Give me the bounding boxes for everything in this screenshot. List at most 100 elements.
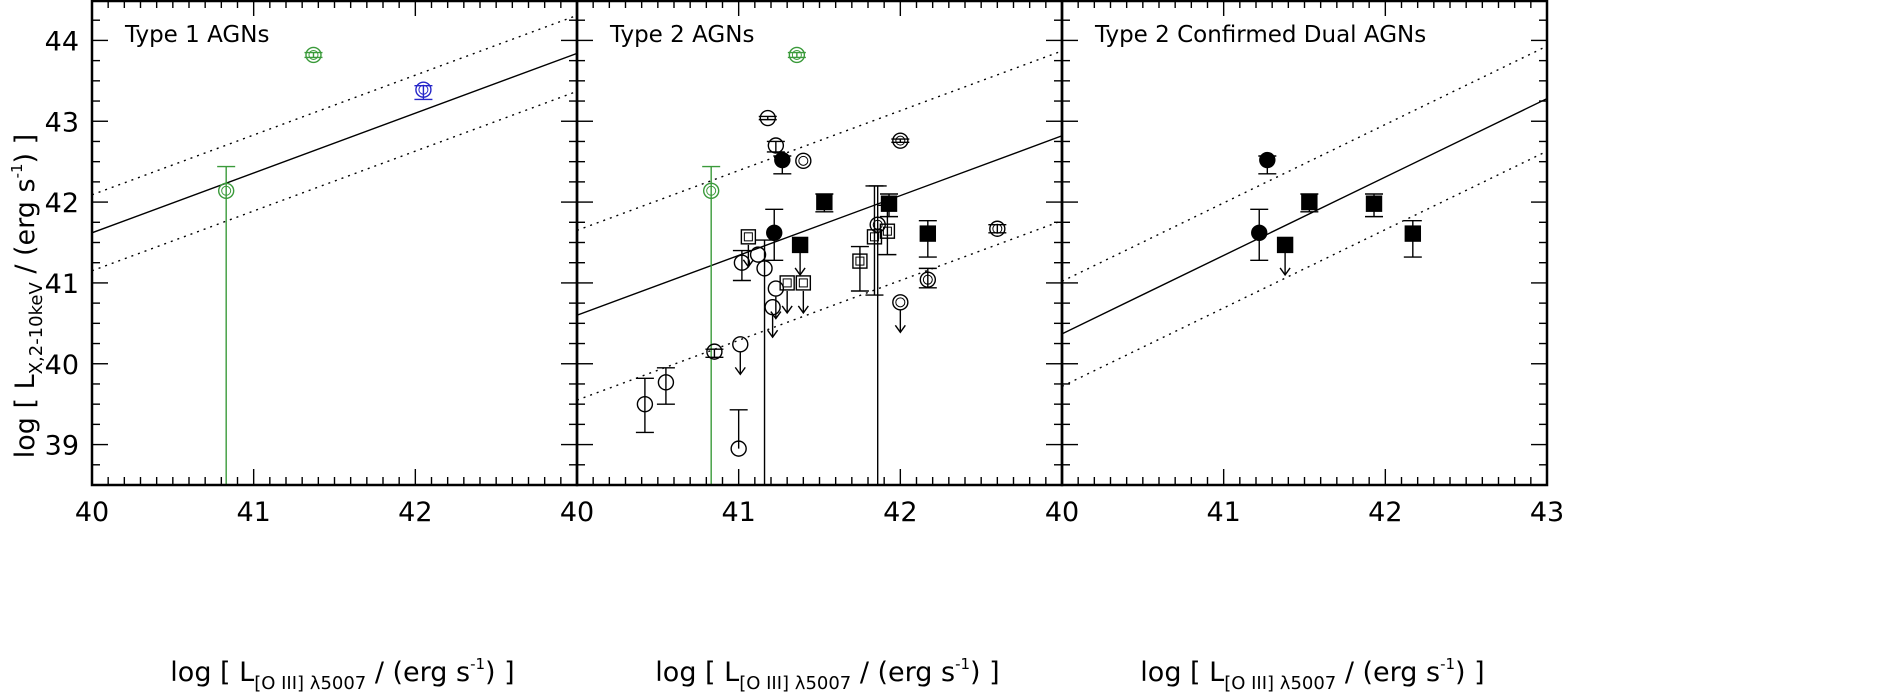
data-point (217, 165, 236, 485)
x-tick-label: 42 (883, 497, 917, 528)
best-fit-line (1062, 97, 1547, 335)
marker-filled-square (1404, 225, 1422, 242)
marker-filled-square (1365, 195, 1383, 212)
panel-2: Type 2 AGNs 40 41 42 (560, 0, 1064, 528)
marker-inner-circle (798, 155, 809, 166)
marker-open-circle (730, 440, 747, 457)
marker-open-circle (756, 260, 773, 277)
marker-inner-circle (418, 84, 429, 95)
marker-open-square (779, 275, 795, 291)
data-point (868, 185, 887, 485)
marker-inner-circle (922, 274, 933, 285)
x-tick-label: 40 (1045, 497, 1079, 528)
marker-filled-square (1276, 236, 1294, 254)
data-point (740, 229, 757, 269)
data-point (749, 246, 767, 263)
data-point (1300, 193, 1319, 213)
x-axis-title-part: / (erg s (366, 657, 470, 688)
x-axis-title: log [ L[O III] λ5007 / (erg s-1) ] (1140, 655, 1484, 694)
lower-scatter-line (1062, 150, 1547, 388)
marker-filled-circle (766, 224, 783, 242)
data-point (705, 343, 724, 360)
relation-lines (92, 14, 577, 272)
data-point (773, 151, 792, 175)
x-tick-label: 41 (236, 497, 270, 528)
marker-filled-square (919, 225, 937, 242)
marker-filled-circle (1251, 224, 1268, 242)
data-point (892, 294, 909, 334)
x-axis-title-part: ) ] (1455, 657, 1485, 688)
x-axis-title-part: ) ] (485, 657, 515, 688)
tick-marks (576, 0, 1063, 486)
x-tick-label: 41 (1206, 497, 1240, 528)
data-point (878, 204, 897, 256)
marker-open-square (795, 275, 812, 291)
x-axis-title-part: [O III] λ5007 (739, 673, 851, 694)
marker-inner-circle (992, 223, 1003, 234)
marker-open-square (740, 229, 757, 245)
data-point (1365, 193, 1384, 218)
upper-limit-head (794, 267, 806, 277)
marker-open-circle (764, 298, 781, 316)
upper-limit-head (797, 305, 809, 315)
marker-filled-square (880, 195, 898, 212)
panel-title: Type 1 AGNs (124, 22, 269, 48)
best-fit-line (577, 135, 1062, 316)
upper-limit-head (894, 324, 906, 334)
data-point (795, 275, 812, 315)
marker-open-circle (305, 46, 322, 64)
data-point (414, 81, 433, 101)
marker-inner-circle (895, 135, 906, 146)
marker-open-circle (749, 246, 767, 263)
panel-frame (575, 0, 1064, 487)
data-point (779, 275, 795, 315)
data-point (815, 193, 834, 213)
marker-filled-square (816, 193, 833, 211)
x-tick-label: 43 (1530, 497, 1564, 528)
marker-filled-circle (1259, 151, 1276, 169)
upper-limit-head (781, 305, 793, 315)
x-axis-title-part: log [ L (655, 657, 739, 688)
panel-3: Type 2 Confirmed Dual AGNs 40 41 42 43 (1045, 0, 1564, 528)
marker-inner-square (743, 232, 753, 242)
x-axis-title-part: -1 (470, 655, 485, 673)
data-point (791, 236, 809, 277)
marker-open-circle (732, 336, 749, 353)
data-point (766, 137, 785, 154)
y-tick-label: 44 (45, 26, 79, 57)
x-tick-label: 42 (398, 497, 432, 528)
x-axis-title: log [ L[O III] λ5007 / (erg s-1) ] (655, 655, 999, 694)
tick-marks (1061, 0, 1548, 486)
data-point (918, 267, 937, 289)
data-point (702, 165, 721, 485)
x-axis-titles: log [ L[O III] λ5007 / (erg s-1) ] log [ … (170, 655, 1484, 694)
best-fit-line (92, 52, 577, 234)
x-tick-label: 40 (75, 497, 109, 528)
marker-inner-circle (791, 49, 802, 60)
data-point (787, 46, 806, 64)
lower-scatter-line (577, 220, 1062, 401)
data-point (729, 409, 748, 457)
x-axis-title-part: log [ L (170, 657, 254, 688)
data-point (765, 208, 784, 261)
x-axis-title-part: [O III] λ5007 (1224, 673, 1336, 694)
data-point (758, 109, 777, 127)
panel-1: Type 1 AGNs 40 41 42 39 40 41 42 43 44 (45, 0, 579, 528)
data-point (850, 245, 869, 292)
data-points (635, 46, 1007, 485)
marker-inner-circle (706, 185, 717, 196)
y-tick-label: 40 (45, 350, 79, 381)
marker-filled-square (791, 236, 809, 254)
marker-open-circle (636, 395, 654, 413)
y-tick-label: 41 (45, 269, 79, 300)
x-axis-title-part: -1 (1440, 655, 1455, 673)
marker-open-square (866, 229, 883, 245)
data-point (1250, 208, 1269, 261)
panel-title: Type 2 Confirmed Dual AGNs (1094, 22, 1426, 48)
data-point (891, 132, 910, 149)
marker-open-circle (415, 81, 432, 98)
marker-filled-circle (774, 151, 791, 169)
data-point (755, 239, 774, 485)
marker-open-circle (217, 182, 235, 199)
data-point (918, 219, 937, 258)
